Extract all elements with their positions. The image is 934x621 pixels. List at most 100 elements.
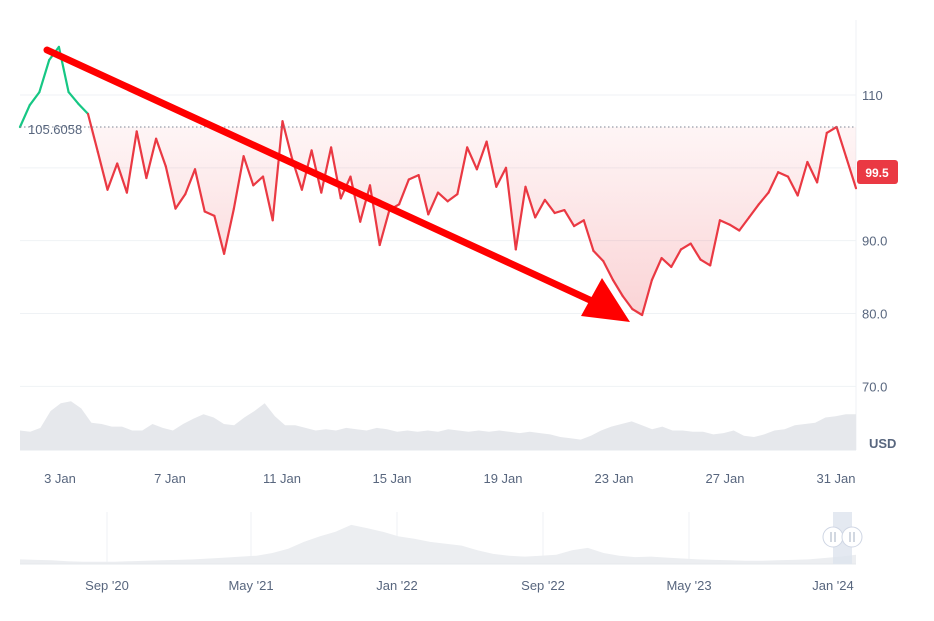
price-segment <box>582 219 595 252</box>
price-segment <box>330 146 342 200</box>
price-segment <box>699 258 712 267</box>
price-segment <box>436 191 449 203</box>
price-segment <box>592 249 605 263</box>
price-segment <box>106 162 119 191</box>
price-segment <box>602 260 615 282</box>
price-segment <box>796 160 809 197</box>
price-segment <box>213 214 226 255</box>
price-segment <box>86 112 99 153</box>
y-axis: 70.0 80.0 90.0 110 <box>862 88 887 394</box>
last-price-value: 99.5 <box>865 166 889 180</box>
volume-bars <box>20 401 856 450</box>
price-segment <box>689 242 702 261</box>
price-segment <box>116 162 129 194</box>
price-segment <box>543 198 556 215</box>
x-tick-label: 31 Jan <box>816 471 855 486</box>
price-segment <box>728 223 741 232</box>
below-reference-area <box>20 127 856 315</box>
price-segment <box>563 209 576 228</box>
price-segment <box>466 146 478 171</box>
x-tick-label: 3 Jan <box>44 471 76 486</box>
y-tick-label: 70.0 <box>862 379 887 394</box>
price-segment <box>281 120 294 161</box>
price-segment <box>67 90 80 105</box>
x-tick-label: 15 Jan <box>372 471 411 486</box>
price-segment <box>232 155 245 210</box>
navigator-tick-label: Sep '20 <box>85 578 129 593</box>
price-segment <box>660 257 673 268</box>
navigator-tick-label: Jan '22 <box>376 578 418 593</box>
arrow-shaft <box>43 46 596 305</box>
navigator-tick-label: Jan '24 <box>812 578 854 593</box>
grid <box>20 20 857 451</box>
price-segment <box>359 184 372 223</box>
price-segment <box>145 137 158 180</box>
price-segment <box>835 125 848 159</box>
price-segment <box>475 140 488 171</box>
price-segment <box>650 257 663 282</box>
price-segment <box>368 184 381 247</box>
price-segment <box>767 171 780 194</box>
price-segment <box>135 130 148 180</box>
price-segment <box>640 278 654 317</box>
navigator-handle-knob <box>841 526 863 548</box>
navigator-tick-label: May '23 <box>666 578 711 593</box>
price-segment <box>271 120 284 222</box>
price-segment <box>845 156 858 190</box>
reference-value-label: 105.6058 <box>28 122 82 137</box>
price-segment <box>184 168 197 196</box>
price-segment <box>174 193 187 210</box>
price-segment <box>77 102 90 116</box>
x-tick-label: 7 Jan <box>154 471 186 486</box>
navigator-area <box>20 524 856 564</box>
price-segment <box>738 216 751 232</box>
price-segment <box>747 203 760 219</box>
x-axis: 3 Jan 7 Jan 11 Jan 15 Jan 19 Jan 23 Jan 27 Jan… <box>44 471 855 486</box>
price-segment <box>456 146 469 196</box>
price-segment <box>777 171 790 178</box>
price-segment <box>534 198 547 219</box>
price-segment <box>164 165 177 210</box>
price-segment <box>504 166 517 251</box>
last-price-badge: 99.5 <box>857 160 898 184</box>
price-segment <box>670 248 683 268</box>
price-segment <box>553 209 566 215</box>
price-segment <box>611 278 624 298</box>
annotation-arrow <box>43 46 630 322</box>
x-tick-label: 11 Jan <box>263 471 301 486</box>
price-segment <box>18 104 31 129</box>
volume-area <box>20 401 856 450</box>
price-segment <box>252 175 265 187</box>
price-segment <box>825 125 838 134</box>
x-tick-label: 27 Jan <box>705 471 744 486</box>
navigator-handle[interactable] <box>841 526 863 548</box>
price-segment <box>427 191 440 216</box>
navigator-handle-knob <box>822 526 844 548</box>
price-segment <box>631 308 644 317</box>
price-segment <box>679 242 692 251</box>
price-segment <box>223 207 235 255</box>
price-segment <box>514 185 527 251</box>
price-segment <box>417 174 430 216</box>
price-segment <box>349 175 362 223</box>
navigator-handle[interactable] <box>822 526 844 548</box>
x-tick-label: 23 Jan <box>594 471 633 486</box>
arrow-head <box>581 278 630 322</box>
price-segment <box>718 219 731 226</box>
price-segment <box>621 294 634 311</box>
price-segment <box>485 140 498 188</box>
price-segment <box>203 210 216 217</box>
price-segment <box>398 178 410 206</box>
price-segment <box>709 219 722 267</box>
price-segment <box>28 90 41 107</box>
price-segment <box>38 58 51 94</box>
price-segment <box>193 168 206 213</box>
price-segment <box>407 174 420 181</box>
price-segment <box>806 160 819 184</box>
navigator[interactable]: Sep '20 May '21 Jan '22 Sep '22 May '23 Jan '… <box>20 512 863 593</box>
price-segment <box>320 146 333 194</box>
last-price-badge-bg <box>857 160 898 184</box>
y-tick-label: 90.0 <box>862 234 887 249</box>
